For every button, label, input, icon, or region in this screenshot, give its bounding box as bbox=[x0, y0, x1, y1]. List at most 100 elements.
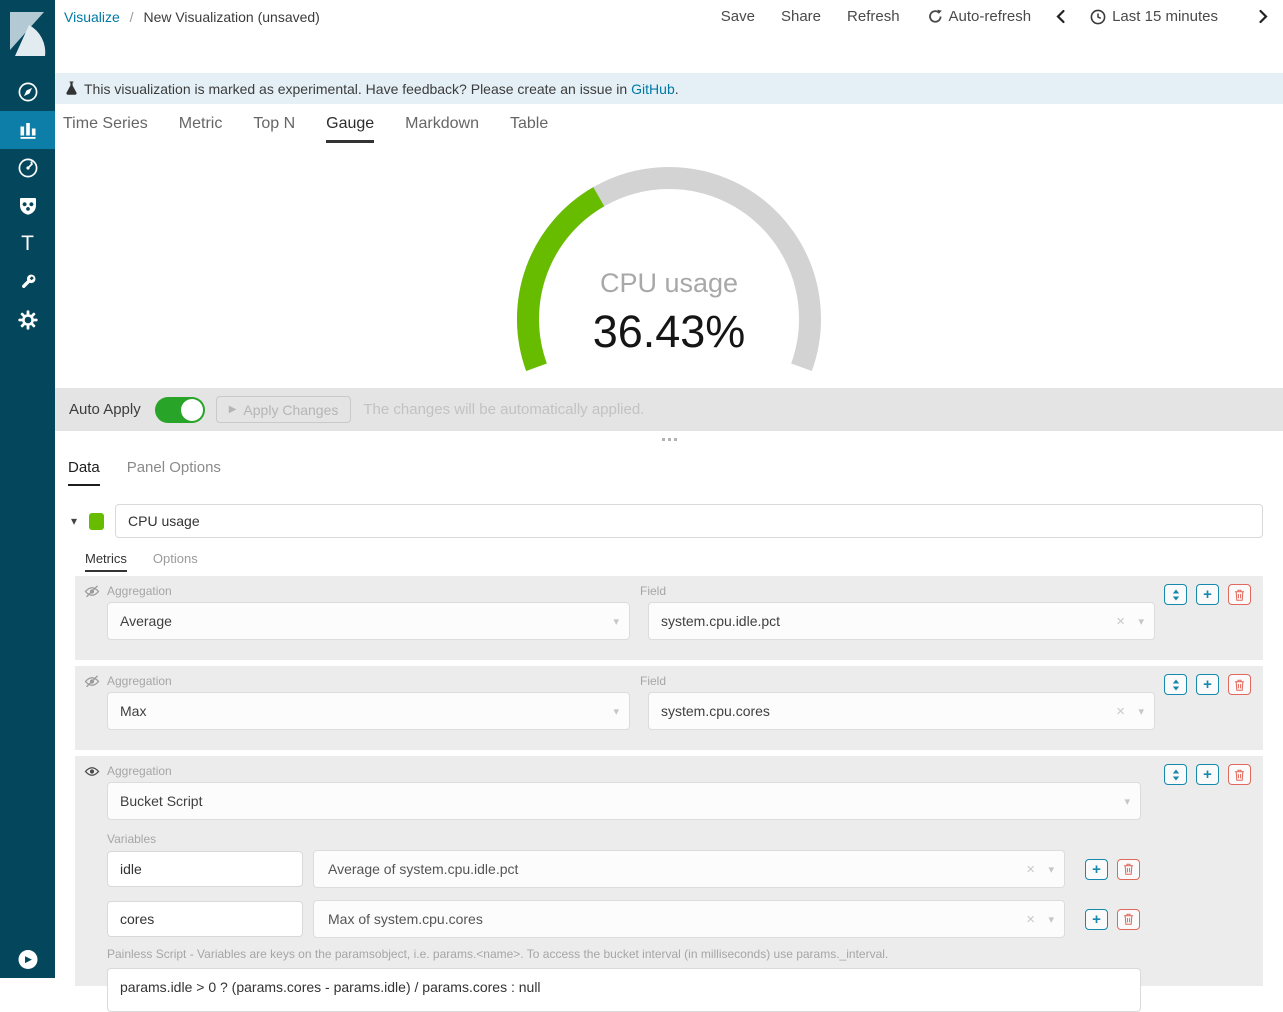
sidebar-item-dev-tools[interactable] bbox=[0, 263, 55, 301]
auto-apply-toggle[interactable] bbox=[155, 397, 205, 423]
plus-icon: + bbox=[1203, 677, 1212, 692]
series-sub-tabs: Metrics Options bbox=[85, 551, 1283, 572]
add-metric-button[interactable]: + bbox=[1196, 584, 1219, 605]
time-back-button[interactable] bbox=[1055, 9, 1066, 24]
reorder-metric-button[interactable] bbox=[1164, 584, 1187, 605]
config-panel: Data Panel Options ▾ Metrics Options Agg… bbox=[55, 448, 1283, 986]
tab-markdown[interactable]: Markdown bbox=[405, 104, 479, 145]
reorder-metric-button[interactable] bbox=[1164, 674, 1187, 695]
sort-arrows-icon bbox=[1171, 589, 1181, 601]
metric-row-average: Aggregation Average ▾ Field system.cpu.i… bbox=[75, 576, 1263, 660]
chevron-down-icon: ▾ bbox=[613, 615, 619, 628]
add-metric-button[interactable]: + bbox=[1196, 674, 1219, 695]
gauge-value: 36.43% bbox=[593, 306, 746, 357]
metric-row-actions: + bbox=[1164, 584, 1251, 605]
sidebar-item-timelion[interactable] bbox=[0, 149, 55, 187]
tab-time-series[interactable]: Time Series bbox=[63, 104, 148, 145]
variable-name-input[interactable] bbox=[107, 851, 303, 887]
clock-icon bbox=[1090, 9, 1106, 25]
series-collapse-caret[interactable]: ▾ bbox=[71, 514, 77, 528]
reorder-metric-button[interactable] bbox=[1164, 764, 1187, 785]
sidebar-item-monitoring[interactable] bbox=[0, 187, 55, 225]
sidebar-item-discover[interactable] bbox=[0, 73, 55, 111]
tab-gauge[interactable]: Gauge bbox=[326, 104, 374, 145]
banner-suffix: . bbox=[675, 81, 679, 97]
sort-arrows-icon bbox=[1171, 679, 1181, 691]
painless-script-input[interactable]: params.idle > 0 ? (params.cores - params… bbox=[107, 968, 1141, 1012]
mask-icon bbox=[17, 195, 39, 217]
save-button[interactable]: Save bbox=[721, 8, 755, 25]
main-content: Visualize / New Visualization (unsaved) … bbox=[55, 0, 1283, 978]
variable-metric-select[interactable]: Max of system.cpu.cores × ▾ bbox=[313, 900, 1065, 938]
aggregation-select[interactable]: Average ▾ bbox=[107, 602, 630, 640]
variable-metric-select[interactable]: Average of system.cpu.idle.pct × ▾ bbox=[313, 850, 1065, 888]
clear-icon[interactable]: × bbox=[1116, 703, 1125, 720]
clear-icon[interactable]: × bbox=[1026, 861, 1035, 878]
sidebar-item-text-tool[interactable]: T bbox=[0, 225, 55, 263]
aggregation-label: Aggregation bbox=[107, 764, 172, 778]
play-icon: ▶ bbox=[229, 404, 237, 415]
aggregation-select[interactable]: Bucket Script ▾ bbox=[107, 782, 1141, 820]
chevron-left-icon bbox=[1055, 9, 1066, 24]
add-variable-button[interactable]: + bbox=[1085, 859, 1108, 880]
sidebar-item-management[interactable] bbox=[0, 301, 55, 339]
eye-icon[interactable] bbox=[84, 765, 100, 783]
auto-refresh-button[interactable]: Auto-refresh bbox=[928, 8, 1032, 25]
tab-metric[interactable]: Metric bbox=[179, 104, 223, 145]
delete-metric-button[interactable] bbox=[1228, 584, 1251, 605]
delete-metric-button[interactable] bbox=[1228, 674, 1251, 695]
painless-script-label: Painless Script - Variables are keys on … bbox=[107, 947, 888, 961]
delete-variable-button[interactable] bbox=[1117, 859, 1140, 880]
delete-variable-button[interactable] bbox=[1117, 909, 1140, 930]
tab-panel-options[interactable]: Panel Options bbox=[127, 459, 221, 486]
banner-text: This visualization is marked as experime… bbox=[84, 81, 627, 97]
metric-row-bucket-script: Aggregation Bucket Script ▾ + Varia bbox=[75, 756, 1263, 986]
clear-icon[interactable]: × bbox=[1026, 911, 1035, 928]
config-tabs: Data Panel Options bbox=[55, 448, 1283, 486]
apply-changes-button[interactable]: ▶ Apply Changes bbox=[216, 396, 352, 423]
kibana-logo[interactable] bbox=[0, 0, 55, 73]
github-link[interactable]: GitHub bbox=[631, 81, 675, 97]
viz-type-tabs: Time Series Metric Top N Gauge Markdown … bbox=[55, 104, 1283, 145]
field-select[interactable]: system.cpu.idle.pct × ▾ bbox=[648, 602, 1155, 640]
series-row: ▾ bbox=[71, 504, 1263, 538]
chevron-down-icon: ▾ bbox=[1138, 705, 1144, 718]
gauge-label: CPU usage bbox=[600, 268, 738, 298]
time-forward-button[interactable] bbox=[1258, 9, 1269, 24]
field-select[interactable]: system.cpu.cores × ▾ bbox=[648, 692, 1155, 730]
compass-icon bbox=[17, 81, 39, 103]
global-nav-sidebar: T ▶ bbox=[0, 0, 55, 978]
drag-handle[interactable] bbox=[662, 438, 677, 441]
variable-name-input[interactable] bbox=[107, 901, 303, 937]
aggregation-label: Aggregation bbox=[107, 674, 172, 688]
tab-data[interactable]: Data bbox=[68, 459, 100, 486]
plus-icon: + bbox=[1203, 587, 1212, 602]
add-variable-button[interactable]: + bbox=[1085, 909, 1108, 930]
eye-slash-icon[interactable] bbox=[84, 675, 100, 693]
tab-metrics[interactable]: Metrics bbox=[85, 551, 127, 572]
time-range-button[interactable]: Last 15 minutes bbox=[1090, 8, 1218, 25]
sort-arrows-icon bbox=[1171, 769, 1181, 781]
metric-row-actions: + bbox=[1164, 674, 1251, 695]
chevron-down-icon: ▾ bbox=[613, 705, 619, 718]
gauge-visualization: CPU usage 36.43% bbox=[55, 145, 1283, 388]
delete-metric-button[interactable] bbox=[1228, 764, 1251, 785]
clear-icon[interactable]: × bbox=[1116, 613, 1125, 630]
wrench-icon bbox=[17, 271, 39, 293]
sidebar-collapse-button[interactable]: ▶ bbox=[18, 950, 37, 969]
series-color-swatch[interactable] bbox=[89, 513, 104, 530]
aggregation-select[interactable]: Max ▾ bbox=[107, 692, 630, 730]
breadcrumb-visualize-link[interactable]: Visualize bbox=[64, 9, 120, 25]
tab-table[interactable]: Table bbox=[510, 104, 548, 145]
tab-options[interactable]: Options bbox=[153, 551, 198, 572]
refresh-button[interactable]: Refresh bbox=[847, 8, 900, 25]
share-button[interactable]: Share bbox=[781, 8, 821, 25]
plus-icon: + bbox=[1203, 767, 1212, 782]
eye-slash-icon[interactable] bbox=[84, 585, 100, 603]
series-name-input[interactable] bbox=[115, 504, 1263, 538]
tab-top-n[interactable]: Top N bbox=[253, 104, 295, 145]
add-metric-button[interactable]: + bbox=[1196, 764, 1219, 785]
chevron-right-icon bbox=[1258, 9, 1269, 24]
gear-icon bbox=[17, 309, 39, 331]
sidebar-item-visualize[interactable] bbox=[0, 111, 55, 149]
